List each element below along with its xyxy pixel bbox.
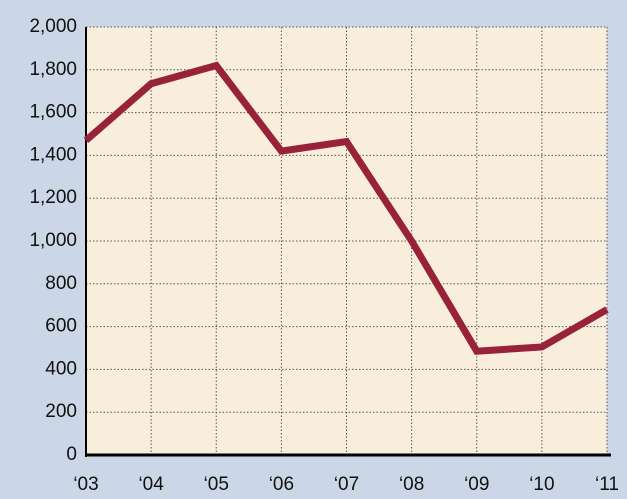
x-tick-label: ‘05 <box>204 474 229 495</box>
x-tick-label: ‘09 <box>464 474 489 495</box>
y-tick-label: 400 <box>45 358 77 379</box>
y-tick-label: 600 <box>45 316 77 337</box>
y-tick-label: 1,000 <box>29 230 77 251</box>
y-tick-label: 2,000 <box>29 16 77 37</box>
y-tick-label: 1,600 <box>29 102 77 123</box>
data-line <box>83 61 609 355</box>
x-tick-label: ‘10 <box>529 474 554 495</box>
x-tick-label: ‘03 <box>73 474 98 495</box>
y-tick-label: 0 <box>66 444 77 465</box>
x-tick-label: ‘07 <box>334 474 359 495</box>
x-tick-label: ‘11 <box>595 474 619 495</box>
y-tick-label: 200 <box>45 401 77 422</box>
x-tick-label: ‘06 <box>269 474 294 495</box>
y-tick-label: 800 <box>45 273 77 294</box>
y-tick-label: 1,800 <box>29 59 77 80</box>
y-tick-label: 1,200 <box>29 187 77 208</box>
x-tick-label: ‘08 <box>399 474 424 495</box>
x-tick-label: ‘04 <box>138 474 164 495</box>
y-tick-label: 1,400 <box>29 144 77 165</box>
